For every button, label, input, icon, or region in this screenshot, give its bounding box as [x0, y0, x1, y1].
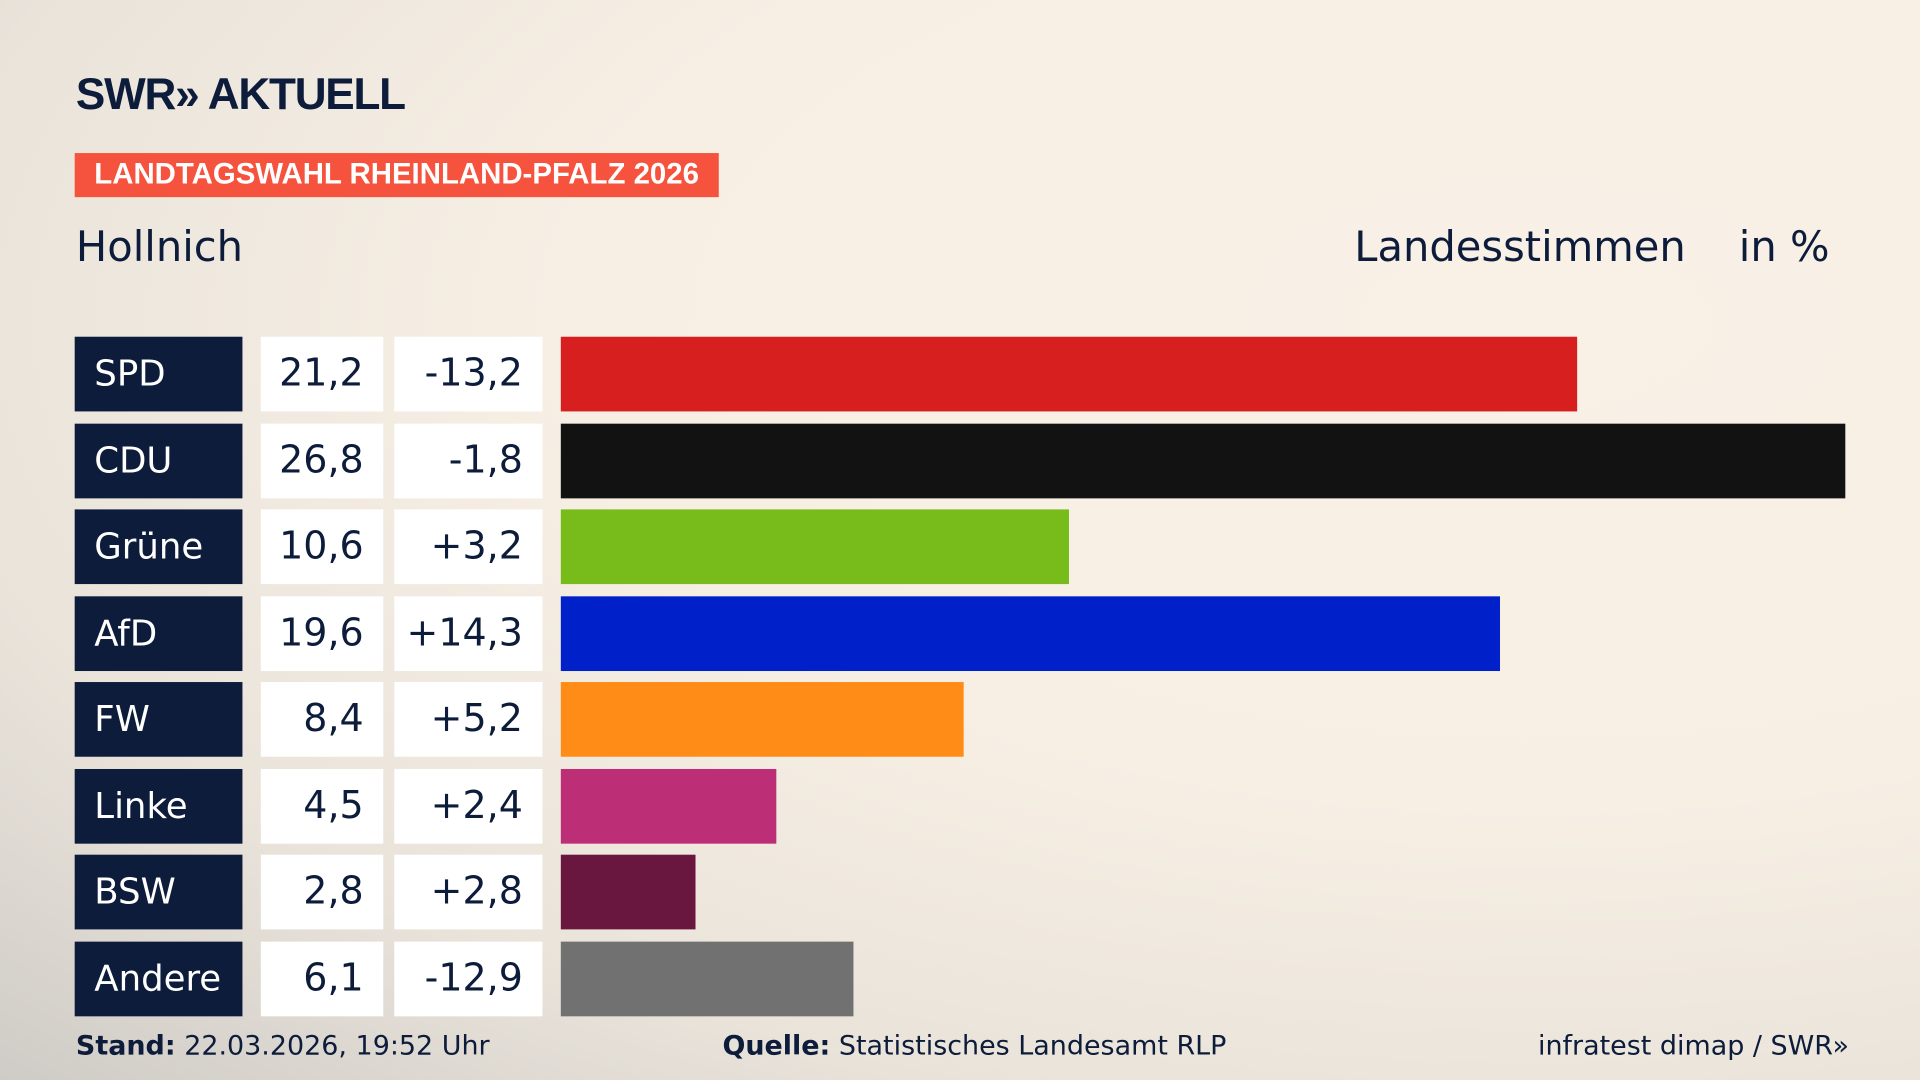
- party-label: FW: [74, 682, 243, 757]
- footer-stand: Stand: 22.03.2026, 19:52 Uhr: [76, 1031, 490, 1062]
- bar: [560, 595, 1501, 671]
- source-value: Statistisches Landesamt RLP: [838, 1031, 1227, 1062]
- value-label: 8,4: [260, 682, 384, 757]
- stand-label: Stand:: [75, 1031, 176, 1062]
- value-label: 10,6: [260, 509, 384, 585]
- bar: [560, 423, 1846, 498]
- footer-source: Quelle: Statistisches Landesamt RLP: [722, 1031, 1226, 1062]
- change-label: +2,4: [394, 768, 543, 844]
- bar: [560, 336, 1577, 412]
- party-label: Andere: [74, 941, 243, 1016]
- change-label: +2,8: [394, 854, 543, 930]
- change-label: -12,9: [394, 941, 543, 1016]
- bar: [560, 509, 1069, 585]
- value-label: 6,1: [260, 941, 384, 1016]
- party-label: AfD: [74, 595, 243, 671]
- source-label: Quelle:: [722, 1031, 831, 1062]
- bar: [560, 682, 964, 757]
- unit-label: in %: [1738, 222, 1830, 272]
- change-label: -13,2: [394, 336, 543, 412]
- bar: [560, 768, 777, 844]
- party-label: Grüne: [74, 509, 243, 585]
- party-label: Linke: [74, 768, 243, 844]
- footer-credit: infratest dimap / SWR»: [1537, 1031, 1849, 1062]
- change-label: +3,2: [394, 509, 543, 585]
- value-label: 19,6: [260, 595, 384, 671]
- party-label: CDU: [74, 423, 243, 498]
- change-label: -1,8: [394, 423, 543, 498]
- value-label: 21,2: [260, 336, 384, 412]
- swr-aktuell-logo: SWR» AKTUELL: [75, 68, 406, 119]
- party-label: BSW: [74, 854, 243, 930]
- change-label: +5,2: [394, 682, 543, 757]
- election-banner: LANDTAGSWAHL RHEINLAND-PFALZ 2026: [74, 153, 719, 198]
- bar: [560, 854, 696, 930]
- votes-label: Landesstimmen: [1354, 222, 1686, 272]
- value-label: 2,8: [260, 854, 384, 930]
- place-title: Hollnich: [75, 222, 244, 272]
- change-label: +14,3: [394, 595, 543, 671]
- bar: [560, 941, 854, 1016]
- stand-value: 22.03.2026, 19:52 Uhr: [184, 1031, 490, 1062]
- party-label: SPD: [74, 336, 243, 412]
- value-label: 4,5: [260, 768, 384, 844]
- value-label: 26,8: [260, 423, 384, 498]
